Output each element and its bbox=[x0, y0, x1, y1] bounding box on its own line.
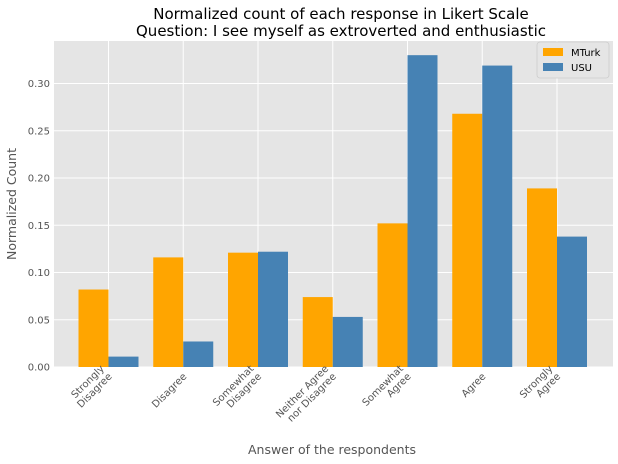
x-tick-label: Disagree bbox=[150, 371, 189, 410]
x-axis-label: Answer of the respondents bbox=[248, 442, 416, 457]
plot-area bbox=[54, 41, 613, 367]
chart-title-line-1: Normalized count of each response in Lik… bbox=[153, 5, 529, 23]
y-tick-label: 0.10 bbox=[28, 268, 50, 279]
bar-usu-6 bbox=[557, 236, 587, 367]
x-tick-label: StronglyAgree bbox=[518, 364, 563, 409]
y-tick-label: 0.20 bbox=[28, 174, 50, 185]
bar-layer bbox=[78, 55, 587, 367]
legend-label-mturk: MTurk bbox=[571, 48, 601, 59]
legend-swatch-usu bbox=[543, 63, 563, 71]
chart-title-line-2: Question: I see myself as extroverted an… bbox=[136, 22, 546, 40]
y-tick-label: 0.00 bbox=[28, 363, 50, 374]
x-tick-label: SomewhatDisagree bbox=[211, 364, 264, 417]
bar-mturk-4 bbox=[377, 223, 408, 367]
y-tick-label: 0.25 bbox=[28, 126, 50, 137]
bar-mturk-5 bbox=[452, 113, 483, 367]
bar-usu-2 bbox=[258, 251, 288, 367]
x-tick-label: Neither Agreenor Disagree bbox=[274, 364, 339, 429]
legend-swatch-mturk bbox=[543, 48, 563, 56]
bar-mturk-0 bbox=[78, 289, 109, 367]
x-tick-label: Agree bbox=[460, 371, 489, 400]
bar-usu-0 bbox=[108, 356, 139, 367]
bar-mturk-2 bbox=[228, 252, 258, 367]
bar-mturk-3 bbox=[302, 297, 333, 367]
x-tick-label-line: Disagree bbox=[150, 371, 189, 410]
x-tick-label-line: Agree bbox=[460, 371, 489, 400]
y-tick-label: 0.30 bbox=[28, 79, 50, 90]
x-tick-label: StronglyDisagree bbox=[68, 364, 115, 411]
legend-label-usu: USU bbox=[571, 63, 592, 74]
x-tick-labels: StronglyDisagree Disagree SomewhatDisagree… bbox=[68, 364, 564, 429]
y-tick-label: 0.15 bbox=[28, 221, 50, 232]
y-tick-labels: 0.00 0.05 0.10 0.15 0.20 0.25 0.30 bbox=[28, 79, 50, 373]
bar-usu-1 bbox=[183, 341, 214, 367]
bar-usu-4 bbox=[407, 55, 438, 367]
y-axis-label: Normalized Count bbox=[4, 148, 19, 260]
y-tick-label: 0.05 bbox=[28, 315, 50, 326]
x-tick-label: SomewhatAgree bbox=[361, 364, 414, 417]
legend: MTurk USU bbox=[536, 41, 610, 79]
bar-mturk-6 bbox=[527, 188, 557, 367]
bar-usu-3 bbox=[332, 316, 363, 367]
bar-mturk-1 bbox=[153, 257, 184, 367]
bar-usu-5 bbox=[482, 65, 513, 367]
